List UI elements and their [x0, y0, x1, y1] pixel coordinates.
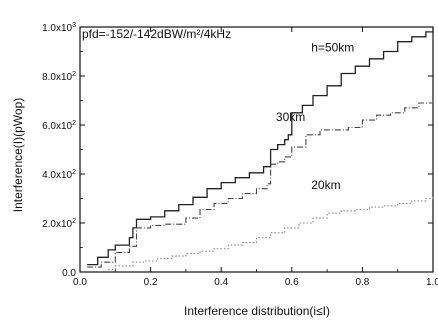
x-tick-label: 0.8	[355, 277, 369, 288]
x-tick-label: 0.6	[285, 277, 299, 288]
series-line-20km	[108, 197, 434, 271]
y-tick-label: 1.0x103	[42, 22, 76, 34]
y-tick-label: 4.0x102	[42, 169, 76, 181]
series-line-30km	[87, 100, 434, 268]
tick-labels: 0.0 0.2 0.4 0.6 0.8 1.0 0.0 2.0x102 4.0x102 6.0x1…	[42, 22, 438, 288]
series-label: 20km	[311, 178, 340, 192]
y-tick-label: 8.0x102	[42, 71, 76, 83]
x-tick-label: 1.0	[426, 277, 438, 288]
x-tick-label: 0.2	[144, 277, 158, 288]
series-label: 30km	[276, 110, 305, 124]
y-tick-label: 6.0x102	[42, 120, 76, 132]
series-line-h-50km	[87, 27, 434, 266]
x-axis-label: Interference distribution(i≤I)	[184, 304, 330, 318]
series-lines: h=50km 30km 20km	[87, 27, 434, 271]
x-tick-label: 0.4	[214, 277, 228, 288]
pfd-annotation: pfd=-152/-142dBW/m²/4kHz	[82, 27, 231, 41]
y-axis-label: Interference(I)(pWop)	[11, 98, 25, 213]
y-tick-label: 0.0	[62, 268, 76, 279]
y-tick-label: 2.0x102	[42, 218, 76, 230]
x-tick-label: 0.0	[73, 277, 87, 288]
series-label: h=50km	[311, 41, 354, 55]
